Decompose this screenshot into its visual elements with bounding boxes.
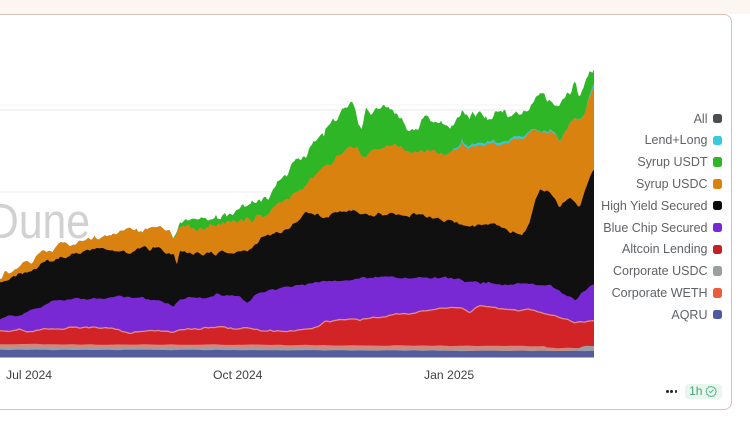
- svg-text:Dune: Dune: [0, 195, 90, 249]
